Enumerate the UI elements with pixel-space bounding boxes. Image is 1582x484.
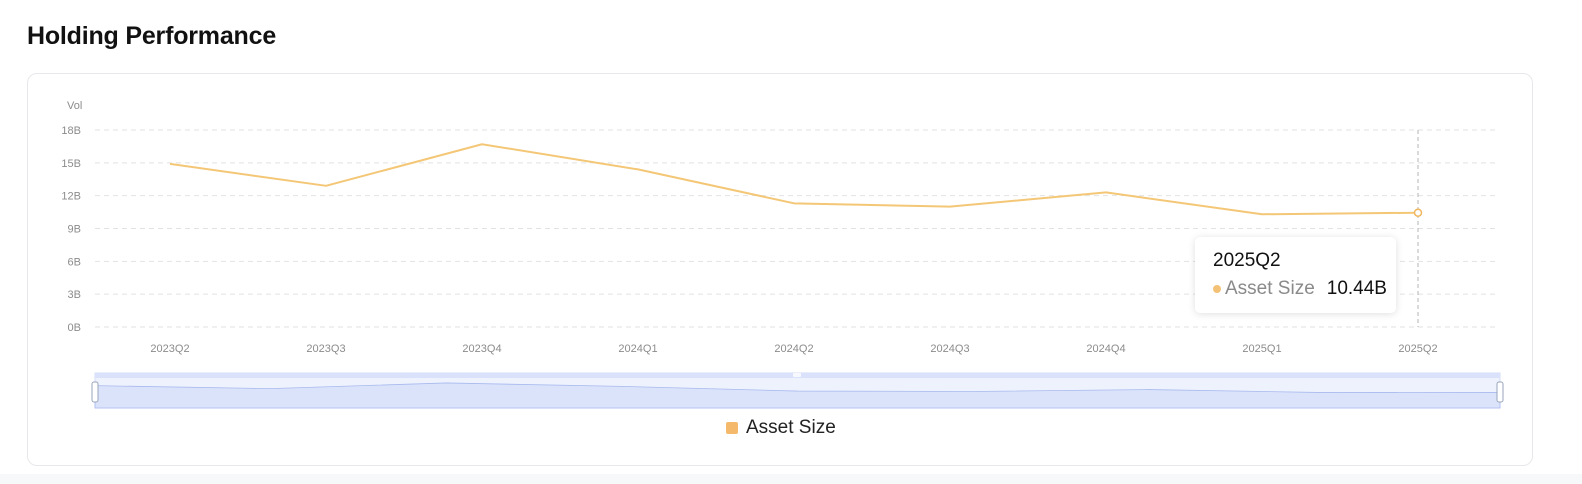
tooltip-row: Asset Size 10.44B	[1213, 278, 1396, 300]
legend-item-asset-size[interactable]: Asset Size	[726, 417, 836, 439]
x-tick-label: 2025Q1	[1242, 343, 1281, 355]
section-title: Holding Performance	[27, 22, 277, 50]
x-tick-label: 2025Q2	[1398, 343, 1437, 355]
y-axis-label: Vol	[67, 100, 82, 112]
y-tick-label: 3B	[68, 289, 81, 301]
zoom-start-handle[interactable]	[91, 381, 99, 403]
tooltip-series-marker	[1213, 285, 1221, 293]
zoom-end-handle[interactable]	[1496, 381, 1504, 403]
data-zoom-slider[interactable]	[91, 372, 1504, 409]
tooltip-category: 2025Q2	[1213, 250, 1281, 271]
x-tick-label: 2024Q3	[930, 343, 969, 355]
tooltip-series-name: Asset Size	[1225, 278, 1315, 299]
tooltip: 2025Q2 Asset Size 10.44B	[1195, 237, 1396, 313]
y-tick-label: 0B	[68, 322, 81, 334]
series-line	[169, 143, 1419, 216]
y-tick-label: 15B	[61, 158, 81, 170]
y-tick-label: 6B	[68, 256, 81, 268]
x-tick-label: 2024Q1	[618, 343, 657, 355]
x-axis: 2023Q2 2023Q3 2023Q4 2024Q1 2024Q2 2024Q3 2024…	[150, 343, 1437, 355]
x-tick-label: 2024Q4	[1086, 343, 1125, 355]
x-tick-label: 2023Q4	[462, 343, 501, 355]
y-tick-label: 12B	[61, 191, 81, 203]
x-tick-label: 2023Q3	[306, 343, 345, 355]
legend-swatch	[726, 422, 738, 434]
y-tick-label: 9B	[68, 224, 81, 236]
zoom-grip[interactable]	[793, 373, 801, 377]
series-asset-size	[169, 143, 1423, 217]
y-tick-label: 18B	[61, 125, 81, 137]
x-tick-label: 2024Q2	[774, 343, 813, 355]
x-tick-label: 2023Q2	[150, 343, 189, 355]
tooltip-value: 10.44B	[1326, 278, 1387, 299]
highlight-point[interactable]	[1413, 208, 1423, 217]
y-axis: 0B 3B 6B 9B 12B 15B 18B	[61, 125, 81, 334]
legend-label: Asset Size	[746, 417, 836, 438]
